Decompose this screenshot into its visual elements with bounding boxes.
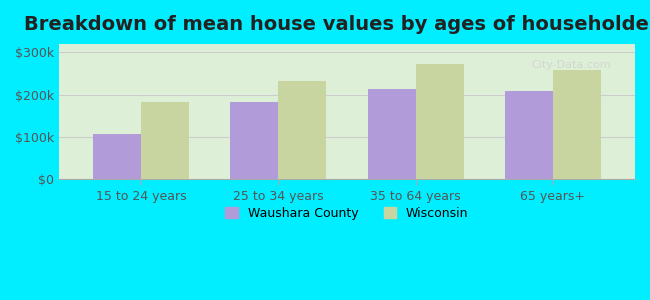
Bar	[504, 91, 552, 179]
Bar	[141, 102, 189, 179]
Title: Breakdown of mean house values by ages of householders: Breakdown of mean house values by ages o…	[24, 15, 650, 34]
Bar	[278, 81, 326, 179]
Text: City-Data.com: City-Data.com	[531, 60, 611, 70]
Bar	[552, 70, 601, 179]
Bar	[230, 102, 278, 179]
Bar	[367, 89, 415, 179]
Bar	[415, 64, 463, 179]
Bar	[93, 134, 141, 179]
Legend: Waushara County, Wisconsin: Waushara County, Wisconsin	[220, 202, 474, 225]
